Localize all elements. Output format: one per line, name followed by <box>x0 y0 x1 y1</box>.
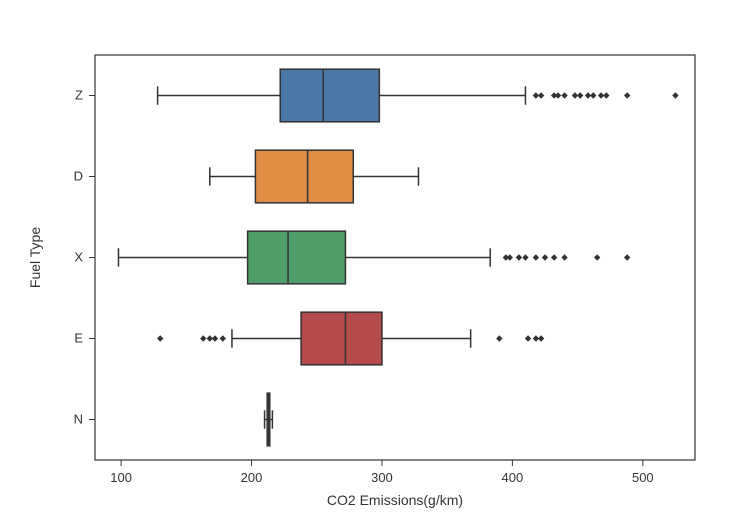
outlier <box>561 254 567 260</box>
outlier <box>542 254 548 260</box>
y-tick-label: X <box>74 250 83 265</box>
outlier <box>516 254 522 260</box>
x-tick-label: 300 <box>371 470 393 485</box>
outlier <box>561 92 567 98</box>
outlier <box>507 254 513 260</box>
outlier <box>538 335 544 341</box>
boxplot-chart: 100 200 300 400 500 Z D X E N CO2 Emissions(g/km) F… <box>0 0 747 530</box>
outlier <box>672 92 678 98</box>
outlier <box>533 254 539 260</box>
outlier <box>555 92 561 98</box>
outlier <box>594 254 600 260</box>
y-axis-label: Fuel Type <box>27 227 43 288</box>
y-tick-label: E <box>74 331 83 346</box>
chart-svg: 100 200 300 400 500 Z D X E N CO2 Emissions(g/km) F… <box>0 0 747 530</box>
outlier <box>200 335 206 341</box>
x-axis-label: CO2 Emissions(g/km) <box>327 492 463 508</box>
outlier <box>624 92 630 98</box>
box-series-N <box>265 393 273 446</box>
y-tick-label: Z <box>75 88 83 103</box>
box <box>280 69 379 122</box>
box <box>248 231 346 284</box>
box-series-X <box>118 231 630 284</box>
box-series-Z <box>158 69 679 122</box>
outlier <box>522 254 528 260</box>
outlier <box>590 92 596 98</box>
box-series-E <box>157 312 544 365</box>
outlier <box>496 335 502 341</box>
outlier <box>220 335 226 341</box>
outlier <box>212 335 218 341</box>
x-tick-label: 500 <box>632 470 654 485</box>
box <box>301 312 382 365</box>
x-tick-label: 400 <box>502 470 524 485</box>
y-tick-label: D <box>74 169 83 184</box>
y-tick-label: N <box>74 412 83 427</box>
outlier <box>525 335 531 341</box>
outlier <box>551 254 557 260</box>
x-tick-label: 200 <box>241 470 263 485</box>
box-series-D <box>210 150 419 203</box>
outlier <box>624 254 630 260</box>
outlier <box>157 335 163 341</box>
outlier <box>603 92 609 98</box>
x-tick-label: 100 <box>110 470 132 485</box>
outlier <box>577 92 583 98</box>
box <box>255 150 353 203</box>
outlier <box>538 92 544 98</box>
